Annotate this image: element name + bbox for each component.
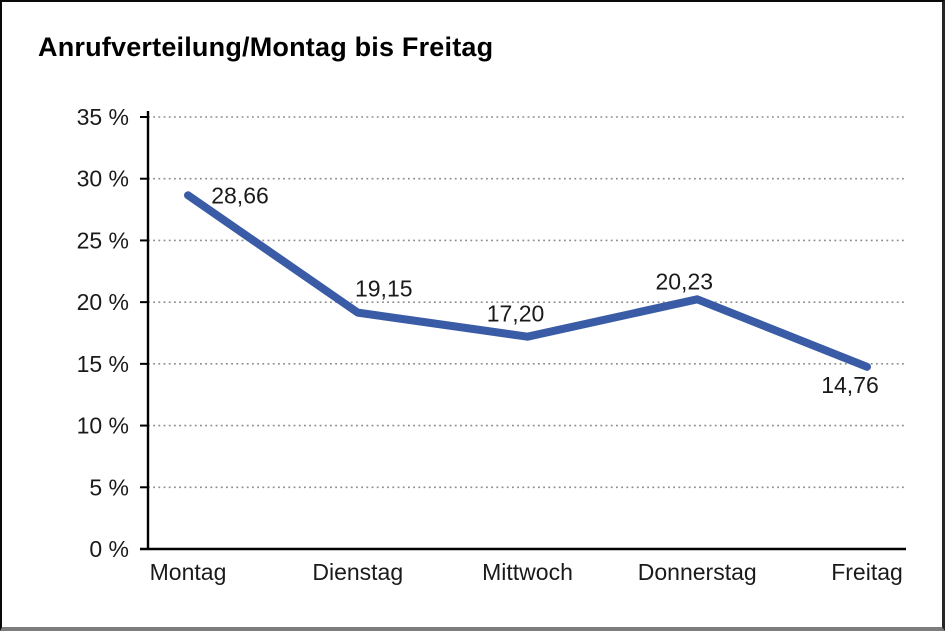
y-axis-label: 5 % [89, 474, 129, 500]
y-axis-label: 30 % [77, 166, 129, 192]
y-axis-label: 10 % [77, 413, 129, 439]
x-axis-label: Mittwoch [482, 559, 573, 585]
data-point-label: 14,76 [821, 372, 879, 398]
y-axis-label: 0 % [89, 536, 129, 562]
y-axis-label: 25 % [77, 227, 129, 253]
data-point-label: 20,23 [655, 268, 713, 294]
y-axis-label: 15 % [77, 351, 129, 377]
chart-title: Anrufverteilung/Montag bis Freitag [38, 32, 494, 62]
data-line [184, 191, 871, 371]
y-axis-label: 20 % [77, 289, 129, 315]
x-axis-label: Donnerstag [638, 559, 757, 585]
data-point-label: 17,20 [487, 301, 545, 327]
x-axis-label: Dienstag [312, 559, 403, 585]
x-axis-label: Montag [150, 559, 227, 585]
data-point-label: 19,15 [355, 276, 413, 302]
data-point-label: 28,66 [211, 182, 269, 208]
x-axis-label: Freitag [831, 559, 903, 585]
y-axis-label: 35 % [77, 104, 129, 130]
